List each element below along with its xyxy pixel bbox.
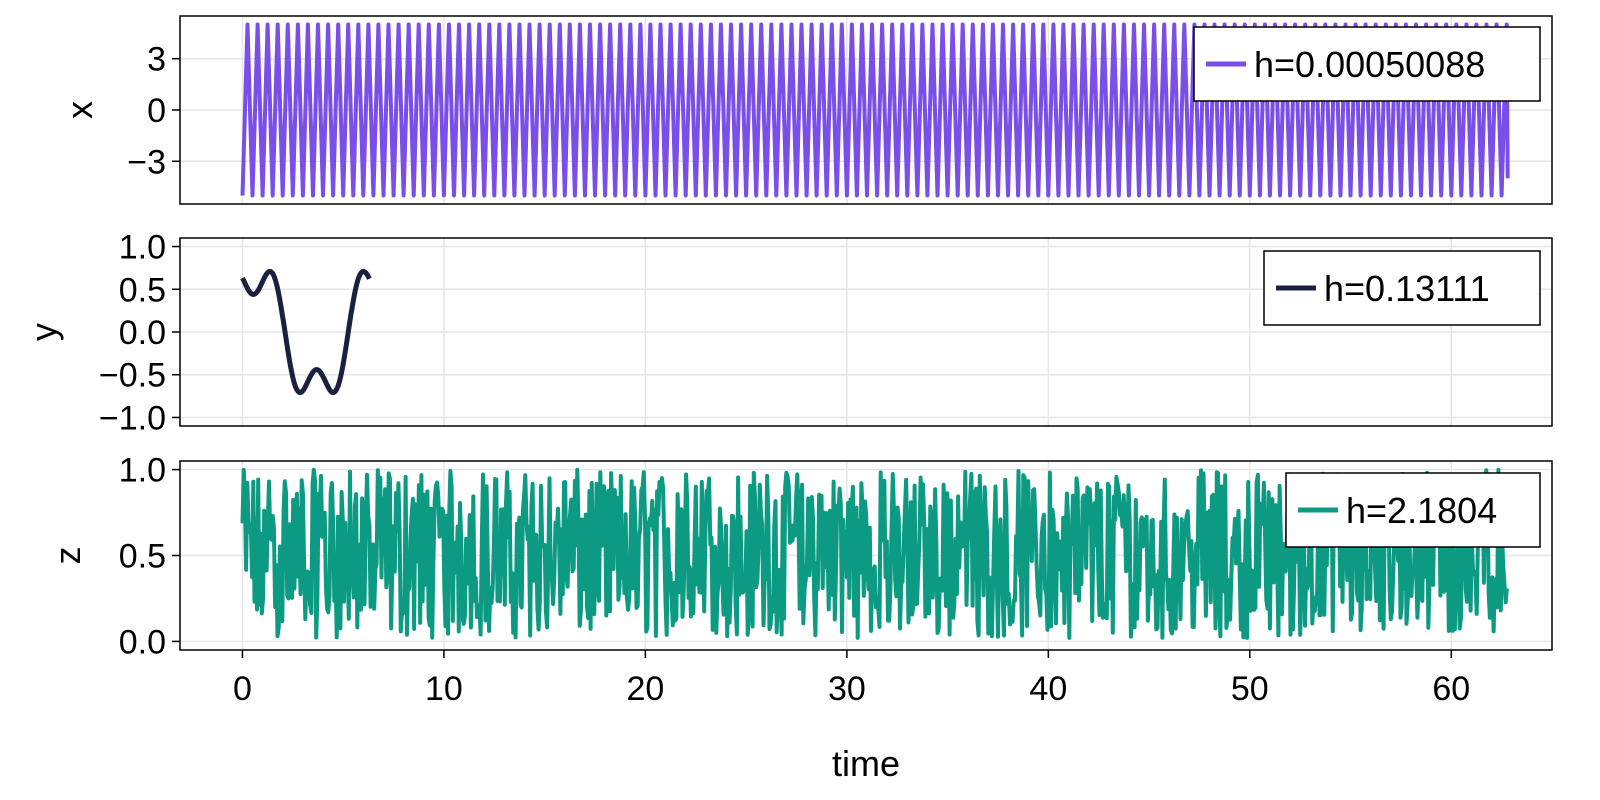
x-axis-label: time (832, 743, 900, 784)
x-tick-label: 10 (425, 670, 463, 708)
legend-box (1193, 26, 1541, 102)
y-axis-label: z (47, 547, 88, 565)
y-tick-label: −0.5 (99, 357, 166, 395)
panel-y: −1.0 −0.5 0.0 0.5 1.0 y h=0.13111 (23, 229, 1553, 437)
y-tick-label: 3 (147, 41, 166, 79)
x-tick-label: 30 (828, 670, 866, 708)
y-tick-label: 0.5 (119, 271, 166, 309)
panel-z: 0.0 0.5 1.0 0 10 20 30 40 50 60 z time h=2.1804 (47, 452, 1553, 784)
series-line (240, 22, 1510, 198)
legend-label: h=0.00050088 (1254, 44, 1485, 85)
y-tick-label: 1.0 (119, 452, 166, 490)
panel-x: −3 0 3 x h=0.00050088 (59, 15, 1553, 205)
x-tick-label: 50 (1231, 670, 1269, 708)
series-line (240, 268, 372, 396)
y-axis-label: y (23, 323, 64, 341)
y-tick-label: −3 (127, 143, 166, 181)
x-tick-label: 20 (626, 670, 664, 708)
y-tick-label: 0.0 (119, 623, 166, 661)
legend: h=2.1804 (1285, 472, 1541, 548)
x-tick-label: 0 (233, 670, 252, 708)
x-tick-label: 40 (1029, 670, 1067, 708)
legend-label: h=2.1804 (1346, 490, 1497, 531)
y-axis-label: x (59, 101, 100, 119)
y-tick-label: −1.0 (99, 399, 166, 437)
y-tick-label: 0.5 (119, 538, 166, 576)
y-tick-label: 0.0 (119, 314, 166, 352)
legend-label: h=0.13111 (1324, 268, 1490, 309)
y-tick-label: 0 (147, 92, 166, 130)
legend: h=0.13111 (1263, 250, 1541, 326)
x-tick-label: 60 (1432, 670, 1470, 708)
grid (180, 238, 1552, 426)
legend: h=0.00050088 (1193, 26, 1541, 102)
y-tick-label: 1.0 (119, 229, 166, 267)
